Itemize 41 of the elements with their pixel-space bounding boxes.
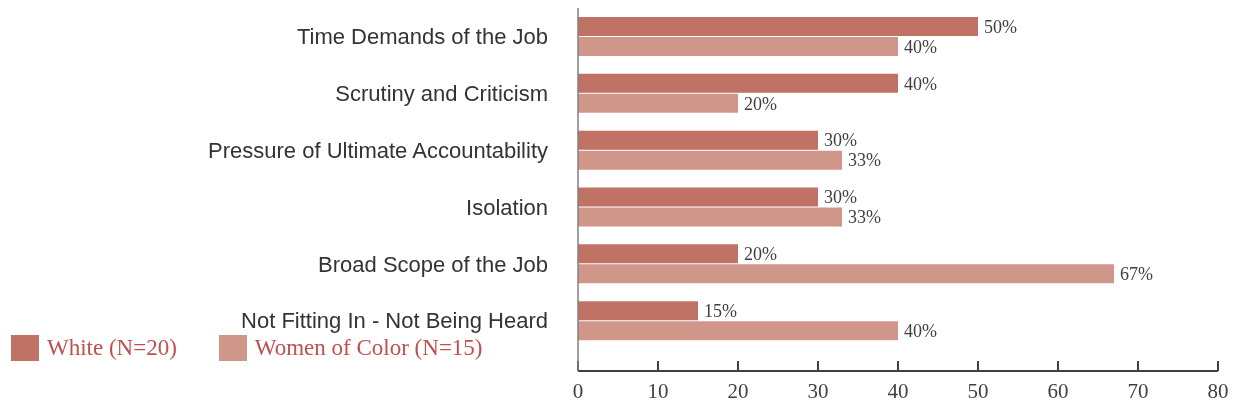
data-label: 40% xyxy=(904,36,937,57)
data-label: 20% xyxy=(744,244,777,265)
bar xyxy=(578,93,738,113)
data-label: 40% xyxy=(904,73,937,94)
x-tick-label: 80 xyxy=(1207,378,1229,403)
bar xyxy=(578,37,898,56)
data-label: 50% xyxy=(984,16,1017,37)
x-tick-label: 30 xyxy=(807,378,829,403)
bar xyxy=(578,207,842,227)
bar xyxy=(578,244,738,264)
bar xyxy=(578,73,898,93)
y-tick-label: Pressure of Ultimate Accountability xyxy=(208,137,548,163)
data-label: 67% xyxy=(1120,264,1153,285)
x-tick-label: 0 xyxy=(572,378,584,403)
x-tick-label: 70 xyxy=(1127,378,1149,403)
x-tick-label: 20 xyxy=(727,378,749,403)
y-tick-label: Broad Scope of the Job xyxy=(318,251,548,277)
bar xyxy=(578,301,698,321)
data-label: 20% xyxy=(744,93,777,114)
x-tick-label: 10 xyxy=(647,378,669,403)
y-tick-label: Scrutiny and Criticism xyxy=(335,81,548,107)
bar xyxy=(578,321,898,341)
bar xyxy=(578,130,818,150)
data-label: 15% xyxy=(704,300,737,321)
x-tick-label: 50 xyxy=(967,378,989,403)
x-tick-label: 40 xyxy=(887,378,909,403)
legend-label: White (N=20) xyxy=(47,335,177,361)
legend-label: Women of Color (N=15) xyxy=(254,335,483,361)
data-label: 33% xyxy=(848,150,881,171)
data-label: 33% xyxy=(848,207,881,228)
bar xyxy=(578,150,842,170)
y-tick-label: Isolation xyxy=(466,194,548,220)
data-label: 30% xyxy=(824,187,857,208)
y-tick-label: Time Demands of the Job xyxy=(296,24,548,50)
bar xyxy=(578,17,978,36)
bar xyxy=(578,264,1114,284)
bar xyxy=(578,187,818,207)
x-tick-label: 60 xyxy=(1047,378,1069,403)
y-tick-label: Not Fitting In - Not Being Heard xyxy=(241,308,548,334)
data-label: 40% xyxy=(904,320,937,341)
data-label: 30% xyxy=(824,130,857,151)
